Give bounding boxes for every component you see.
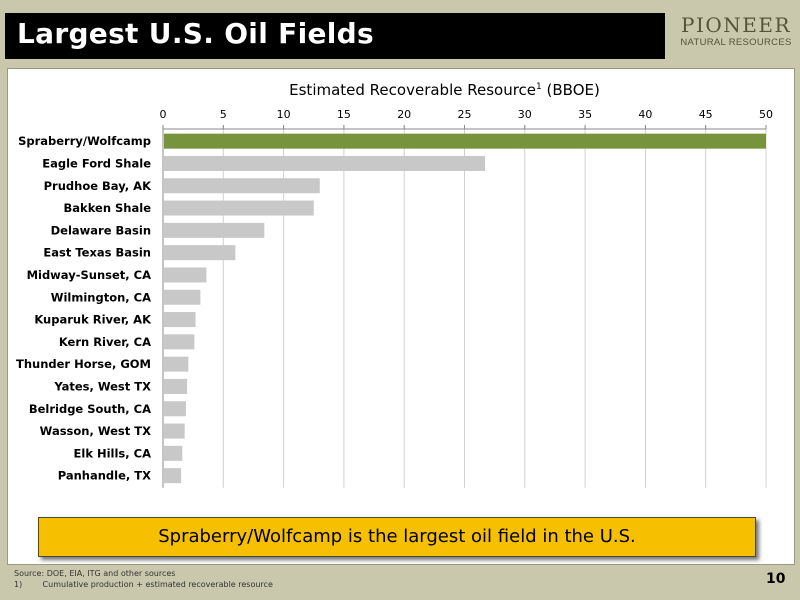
title-bar: Largest U.S. Oil Fields	[5, 13, 665, 59]
category-label: Prudhoe Bay, AK	[44, 179, 152, 193]
bar	[164, 155, 486, 171]
x-tick-label: 5	[220, 108, 227, 121]
pioneer-logo: PIONEER NATURAL RESOURCES	[676, 13, 796, 57]
x-tick-label: 45	[699, 108, 713, 121]
bar	[164, 200, 314, 216]
source-note: Source: DOE, EIA, ITG and other sources	[14, 569, 176, 578]
x-tick-label: 35	[578, 108, 592, 121]
x-tick-label: 0	[160, 108, 167, 121]
category-label: Kuparuk River, AK	[34, 313, 152, 327]
x-tick-label: 30	[518, 108, 532, 121]
chart-title-main: Estimated Recoverable Resource	[289, 81, 536, 99]
category-label: Wasson, West TX	[40, 424, 151, 438]
category-label: Delaware Basin	[51, 223, 151, 237]
bar	[164, 445, 183, 461]
category-label: Eagle Ford Shale	[42, 156, 151, 170]
category-label: Wilmington, CA	[51, 290, 151, 304]
footnote-text: Cumulative production + estimated recove…	[42, 580, 273, 589]
category-label: Bakken Shale	[64, 201, 152, 215]
category-label: Elk Hills, CA	[74, 446, 152, 460]
bar	[164, 267, 207, 283]
bar	[164, 423, 185, 439]
bar	[164, 378, 188, 394]
category-label: East Texas Basin	[43, 246, 151, 260]
x-tick-label: 15	[337, 108, 351, 121]
slide-title: Largest U.S. Oil Fields	[17, 17, 374, 50]
chart-title-superscript: 1	[536, 82, 542, 92]
x-tick-label: 50	[759, 108, 773, 121]
footnote-number: 1)	[14, 580, 23, 589]
footnote-1: 1) Cumulative production + estimated rec…	[14, 579, 273, 590]
x-tick-label: 40	[638, 108, 652, 121]
bar	[164, 222, 265, 238]
logo-line-1: PIONEER	[680, 13, 791, 37]
bar	[164, 334, 195, 350]
category-label: Kern River, CA	[59, 335, 151, 349]
callout-text: Spraberry/Wolfcamp is the largest oil fi…	[158, 526, 636, 547]
bar-chart: Estimated Recoverable Resource1 (BBOE) 0 5…	[16, 81, 773, 488]
category-label: Thunder Horse, GOM	[16, 357, 151, 371]
category-label: Yates, West TX	[53, 379, 151, 393]
footnotes: Source: DOE, EIA, ITG and other sources …	[14, 568, 273, 590]
bar	[164, 289, 201, 305]
bar	[164, 245, 236, 261]
chart-title: Estimated Recoverable Resource1 (BBOE)	[289, 81, 600, 99]
x-tick-label: 25	[458, 108, 472, 121]
bar	[164, 468, 182, 484]
logo-line-2: NATURAL RESOURCES	[680, 37, 792, 48]
category-label: Midway-Sunset, CA	[27, 268, 152, 282]
bar	[164, 401, 186, 417]
chart-title-unit: (BBOE)	[542, 81, 600, 99]
category-label: Panhandle, TX	[58, 469, 151, 483]
bar	[164, 312, 196, 328]
bar	[164, 133, 766, 149]
chart-panel: Estimated Recoverable Resource1 (BBOE) 0 5…	[7, 68, 795, 565]
x-tick-label: 20	[397, 108, 411, 121]
bar	[164, 178, 320, 194]
x-tick-label: 10	[277, 108, 291, 121]
category-label: Belridge South, CA	[29, 402, 151, 416]
callout-box: Spraberry/Wolfcamp is the largest oil fi…	[38, 517, 756, 557]
page-number: 10	[766, 571, 786, 587]
category-label: Spraberry/Wolfcamp	[18, 134, 151, 148]
bar	[164, 356, 189, 372]
